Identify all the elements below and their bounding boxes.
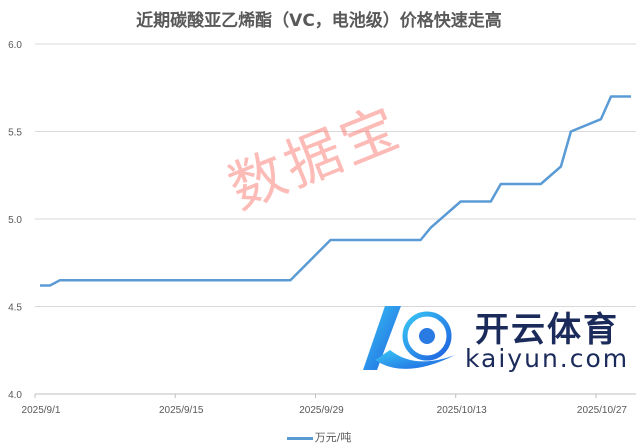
chart-title: 近期碳酸亚乙烯酯（VC，电池级）价格快速走高 <box>136 11 502 31</box>
x-tick-label: 2025/10/27 <box>577 405 627 416</box>
x-tick-label: 2025/10/13 <box>437 405 487 416</box>
series-line <box>40 95 631 287</box>
y-tick-label: 4.5 <box>8 303 22 314</box>
x-tick-label: 2025/9/15 <box>159 405 204 416</box>
logo-text-en: kaiyun.com <box>465 344 630 373</box>
legend: 万元/吨 <box>0 429 638 445</box>
kaiyun-logo: 开云体育 kaiyun.com <box>355 300 635 375</box>
y-tick-label: 4.0 <box>8 390 22 401</box>
y-tick-label: 5.0 <box>8 215 22 226</box>
y-tick-label: 6.0 <box>8 40 22 51</box>
y-tick-label: 5.5 <box>8 128 22 139</box>
logo-emblem-icon <box>363 306 455 370</box>
legend-swatch <box>286 436 313 440</box>
x-tick-label: 2025/9/1 <box>22 405 61 416</box>
legend-label: 万元/吨 <box>314 431 352 444</box>
x-tick-label: 2025/9/29 <box>299 405 344 416</box>
logo-text-cn: 开云体育 <box>475 310 619 350</box>
